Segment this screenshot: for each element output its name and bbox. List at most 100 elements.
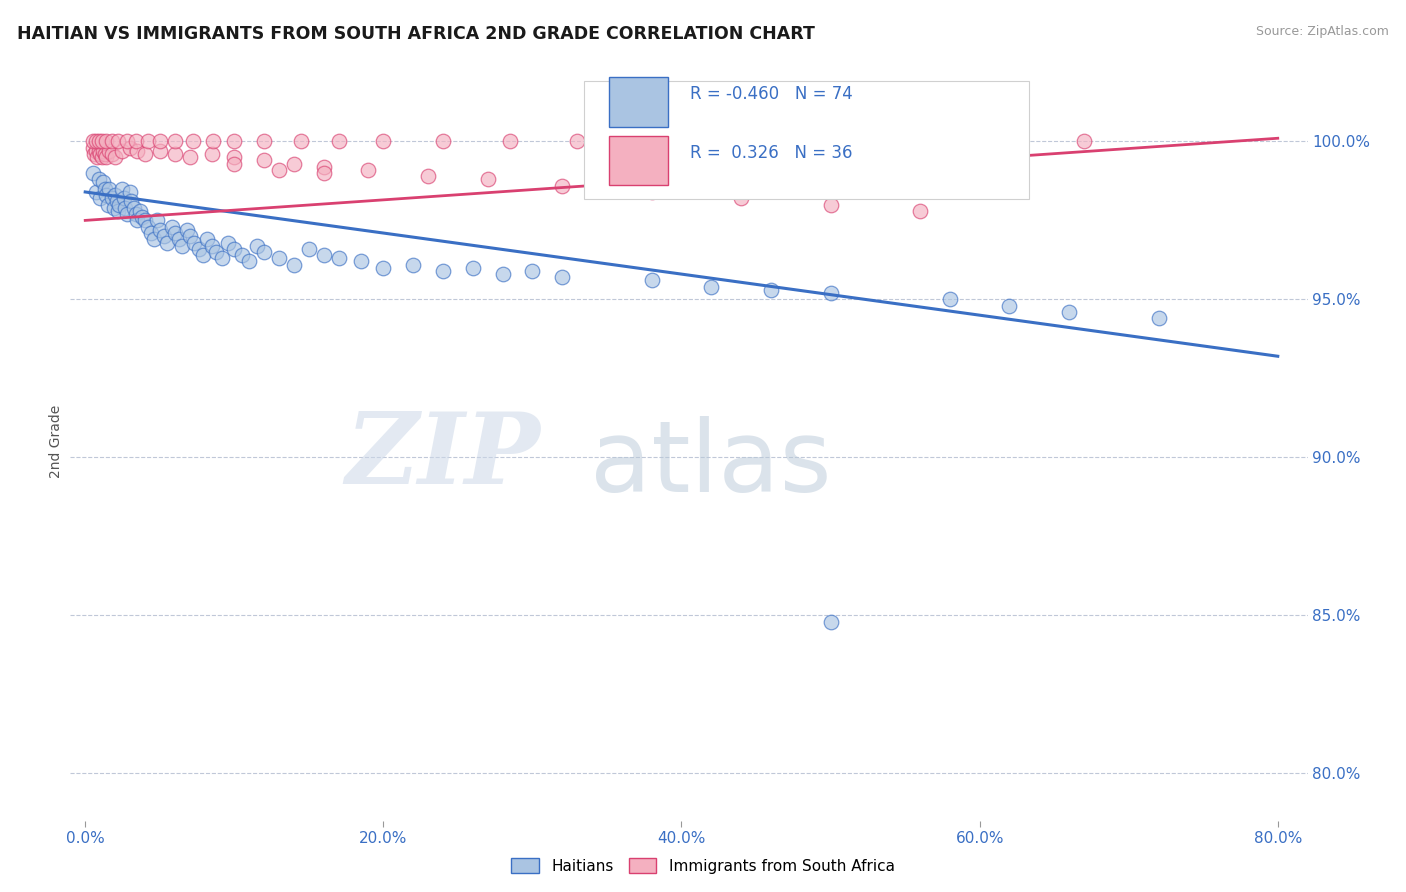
Point — [179, 229, 201, 244]
Point — [402, 258, 425, 272]
Point — [163, 135, 186, 149]
Point — [640, 135, 662, 149]
Point — [89, 191, 111, 205]
Point — [217, 235, 239, 250]
Point — [224, 135, 246, 149]
Point — [112, 191, 135, 205]
Point — [83, 147, 105, 161]
Point — [142, 232, 165, 246]
Point — [551, 178, 574, 193]
Point — [820, 615, 842, 629]
Point — [134, 213, 156, 227]
Point — [267, 252, 290, 266]
Point — [759, 283, 782, 297]
Point — [84, 135, 107, 149]
Point — [804, 135, 827, 149]
Point — [156, 235, 179, 250]
Legend: Haitians, Immigrants from South Africa: Haitians, Immigrants from South Africa — [505, 852, 901, 880]
Point — [108, 197, 131, 211]
Point — [97, 197, 120, 211]
Point — [176, 223, 198, 237]
Point — [253, 153, 276, 168]
Point — [131, 211, 153, 225]
Point — [179, 150, 201, 164]
Point — [477, 172, 499, 186]
Point — [93, 182, 115, 196]
Point — [565, 135, 588, 149]
Point — [283, 258, 305, 272]
Point — [312, 248, 335, 262]
Point — [700, 279, 723, 293]
Point — [94, 188, 117, 202]
Point — [167, 232, 190, 246]
Point — [84, 185, 107, 199]
Point — [298, 242, 321, 256]
Point — [91, 176, 114, 190]
Point — [522, 264, 544, 278]
Point — [183, 235, 205, 250]
Point — [149, 144, 172, 158]
Point — [211, 252, 233, 266]
Point — [125, 135, 148, 149]
Point — [145, 213, 167, 227]
Point — [730, 191, 752, 205]
Point — [111, 144, 134, 158]
Point — [87, 135, 110, 149]
Point — [163, 226, 186, 240]
Point — [499, 135, 522, 149]
Point — [716, 135, 738, 149]
Point — [551, 270, 574, 285]
Point — [127, 213, 149, 227]
Point — [224, 156, 246, 170]
Point — [187, 242, 209, 256]
Text: R =  0.326   N = 36: R = 0.326 N = 36 — [690, 145, 852, 162]
Y-axis label: 2nd Grade: 2nd Grade — [49, 405, 63, 478]
Point — [134, 147, 156, 161]
Point — [224, 242, 246, 256]
Point — [149, 223, 172, 237]
Point — [201, 147, 224, 161]
Point — [118, 141, 141, 155]
Point — [202, 135, 225, 149]
Point — [104, 150, 127, 164]
Point — [136, 219, 159, 234]
Point — [98, 182, 121, 196]
Point — [82, 141, 104, 155]
Point — [94, 150, 117, 164]
Text: Source: ZipAtlas.com: Source: ZipAtlas.com — [1256, 25, 1389, 38]
FancyBboxPatch shape — [583, 81, 1029, 199]
Point — [98, 144, 121, 158]
Point — [312, 166, 335, 180]
Point — [238, 254, 260, 268]
Point — [107, 203, 129, 218]
Bar — [609, 136, 668, 186]
Text: R = -0.460   N = 74: R = -0.460 N = 74 — [690, 86, 853, 103]
Point — [328, 252, 350, 266]
Point — [149, 135, 172, 149]
Point — [908, 203, 931, 218]
Point — [328, 135, 350, 149]
Point — [640, 273, 662, 287]
Point — [1147, 311, 1170, 326]
Point — [90, 150, 112, 164]
Point — [350, 254, 373, 268]
Point — [253, 135, 276, 149]
Point — [253, 245, 276, 260]
Point — [101, 147, 124, 161]
Point — [312, 160, 335, 174]
Point — [820, 197, 842, 211]
Point — [115, 135, 138, 149]
Point — [461, 260, 484, 275]
Point — [103, 201, 125, 215]
Point — [82, 166, 104, 180]
Point — [491, 267, 513, 281]
Point — [124, 201, 146, 215]
Point — [136, 135, 159, 149]
Point — [172, 238, 194, 252]
Text: HAITIAN VS IMMIGRANTS FROM SOUTH AFRICA 2ND GRADE CORRELATION CHART: HAITIAN VS IMMIGRANTS FROM SOUTH AFRICA … — [17, 25, 814, 43]
Point — [107, 135, 129, 149]
Point — [129, 203, 152, 218]
Point — [246, 238, 269, 252]
Text: ZIP: ZIP — [346, 409, 540, 505]
Point — [94, 135, 117, 149]
